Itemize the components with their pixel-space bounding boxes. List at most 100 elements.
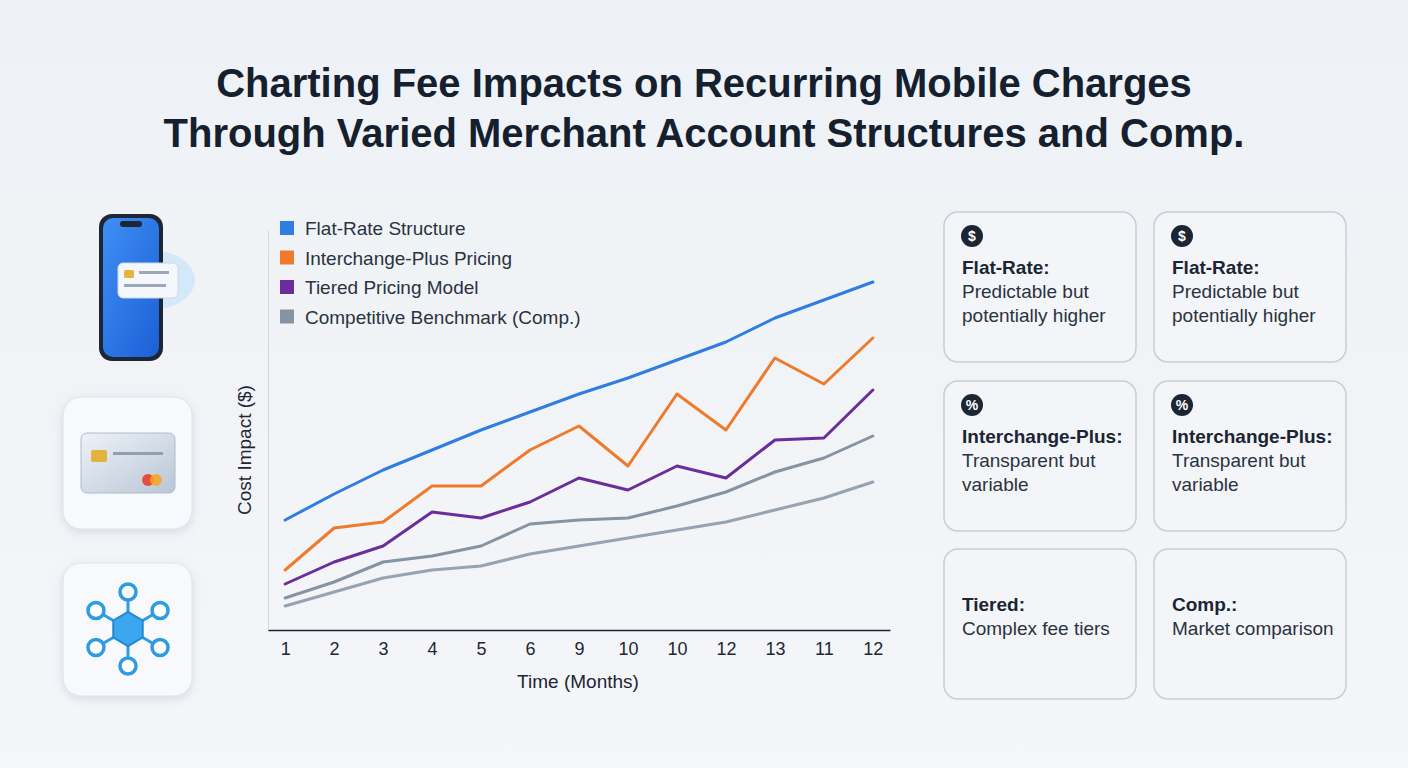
x-tick-label: 11 (815, 639, 834, 659)
card-chip (91, 450, 107, 462)
x-tick: 12 (863, 630, 883, 659)
card-icon-bg (1171, 394, 1193, 416)
y-axis (268, 231, 269, 631)
network-hub (113, 612, 142, 646)
card-text-line: potentially higher (962, 305, 1106, 326)
network-node (88, 603, 104, 619)
network-node (152, 640, 168, 656)
x-axis-title: Time (Months) (517, 671, 639, 692)
x-tick-label: 12 (716, 639, 736, 659)
network-node (120, 658, 136, 674)
card-text-line: Market comparison (1172, 618, 1334, 639)
card-title: Flat-Rate: (962, 257, 1050, 278)
x-tick-label: 9 (574, 639, 584, 659)
x-tick: 13 (765, 630, 785, 659)
x-tick-label: 10 (618, 639, 638, 659)
icons (63, 214, 195, 696)
card-text: Complex fee tiers (962, 618, 1110, 639)
legend-swatch (280, 310, 294, 324)
card-text-line: Transparent but (962, 450, 1096, 471)
x-tick: 10 (618, 630, 638, 659)
series-line (285, 390, 873, 584)
phone-card-line (139, 271, 169, 274)
card-icon-bg (961, 225, 983, 247)
card-icon (63, 397, 192, 529)
card-text-line: variable (962, 474, 1029, 495)
x-tick: 1 (281, 630, 291, 659)
x-tick: 2 (330, 630, 340, 659)
card-text: Transparent but variable (962, 450, 1096, 495)
legend-swatch (280, 221, 294, 235)
card-text: Predictable butpotentially higher (1172, 281, 1316, 326)
series-line (285, 482, 873, 606)
x-tick-label: 12 (863, 639, 883, 659)
y-axis-title: Cost Impact ($) (234, 385, 255, 515)
card-text: Market comparison (1172, 618, 1334, 639)
x-tick-label: 2 (330, 639, 340, 659)
x-tick: 5 (477, 630, 487, 659)
card-text-line: Transparent but (1172, 450, 1306, 471)
x-tick-label: 5 (477, 639, 487, 659)
phone-card-chip (124, 270, 134, 278)
phone-notch (120, 221, 142, 227)
card-title: Interchange-Plus: (962, 426, 1122, 447)
x-tick: 11 (815, 630, 834, 659)
legend-item: Tiered Pricing Model (280, 277, 479, 298)
legend-swatch (280, 280, 294, 294)
x-tick: 3 (379, 630, 389, 659)
legend-label: Flat-Rate Structure (305, 218, 466, 239)
x-axis: 1234569101012131112 (269, 630, 891, 659)
legend-item: Flat-Rate Structure (280, 218, 466, 239)
info-card: Tiered:Complex fee tiers (944, 549, 1136, 699)
chart: 1234569101012131112Time (Months)Cost Imp… (234, 218, 891, 692)
card-title: Comp.: (1172, 594, 1237, 615)
phone-icon (99, 214, 195, 361)
legend-swatch (280, 251, 294, 265)
info-card: Comp.: Market comparison (1154, 549, 1346, 699)
phone-card-line (124, 284, 166, 287)
card-box (1154, 212, 1346, 362)
phone-card (118, 263, 178, 298)
title: Charting Fee Impacts on Recurring Mobile… (164, 61, 1245, 155)
legend-label: Competitive Benchmark (Comp.) (305, 307, 581, 328)
x-tick-label: 1 (281, 639, 291, 659)
x-axis-line (269, 630, 891, 632)
x-tick: 4 (428, 630, 438, 659)
card-icon: % (1176, 397, 1189, 413)
legend-label: Tiered Pricing Model (305, 277, 479, 298)
card-text-line: Predictable but (962, 281, 1089, 302)
x-tick-label: 13 (765, 639, 785, 659)
card-title: Interchange-Plus: (1172, 426, 1332, 447)
card-box (1154, 549, 1346, 699)
legend-label: Interchange-Plus Pricing (305, 248, 512, 269)
x-tick-label: 10 (667, 639, 687, 659)
page: Charting Fee Impacts on Recurring Mobile… (0, 0, 1408, 768)
info-card: $Flat-Rate:Predictable butpotentially hi… (944, 212, 1136, 362)
series-line (285, 282, 873, 520)
legend: Flat-Rate Structure Interchange-Plus Pric… (280, 218, 581, 328)
card-box (1154, 381, 1346, 531)
x-tick-label: 4 (428, 639, 438, 659)
card-text-line: potentially higher (1172, 305, 1316, 326)
card-stripe (113, 452, 163, 455)
card-box (944, 549, 1136, 699)
background (0, 0, 1408, 768)
card-icon: $ (1178, 228, 1186, 244)
card-logo (150, 474, 162, 486)
card-text: Transparent butvariable (1172, 450, 1306, 495)
x-tick: 6 (526, 630, 536, 659)
network-node (88, 640, 104, 656)
x-tick: 12 (716, 630, 736, 659)
icon-box (63, 397, 192, 529)
card-icon-bg (1171, 225, 1193, 247)
info-card: %Interchange-Plus:Transparent butvariabl… (944, 381, 1136, 531)
plot-area (285, 282, 873, 606)
series-line (285, 436, 873, 598)
info-card: $Flat-Rate:Predictable butpotentially hi… (1154, 212, 1346, 362)
x-tick: 9 (574, 630, 584, 659)
x-tick-label: 3 (379, 639, 389, 659)
card-text-line: Complex fee tiers (962, 618, 1110, 639)
y-axis-line (268, 231, 269, 631)
card-box (944, 381, 1136, 531)
title-line: Charting Fee Impacts on Recurring Mobile… (216, 61, 1192, 105)
